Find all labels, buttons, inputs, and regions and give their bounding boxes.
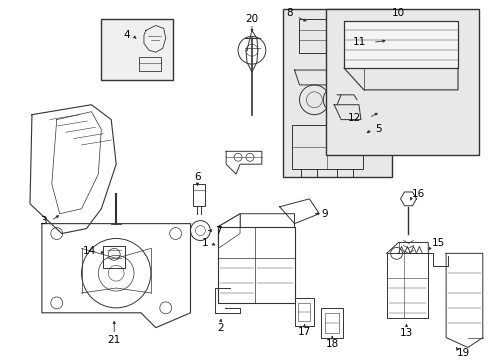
Text: 21: 21 (107, 334, 121, 345)
Bar (103, 246, 125, 268)
Text: 8: 8 (285, 8, 292, 18)
Text: 9: 9 (320, 209, 327, 219)
Bar (193, 184, 205, 206)
Text: 3: 3 (41, 216, 47, 226)
Bar (294, 298, 314, 326)
Bar (321, 308, 343, 338)
Bar (325, 9, 478, 155)
Text: 5: 5 (375, 125, 381, 135)
Bar (299, 18, 353, 53)
Bar (282, 9, 391, 177)
Text: 18: 18 (325, 338, 338, 348)
Bar (344, 21, 457, 68)
Text: 11: 11 (351, 37, 365, 47)
Bar (101, 18, 172, 80)
Text: 4: 4 (123, 30, 130, 40)
Text: 1: 1 (202, 238, 208, 248)
Text: 17: 17 (297, 327, 310, 337)
Text: 2: 2 (217, 323, 223, 333)
Bar (298, 303, 310, 321)
Text: 12: 12 (346, 113, 360, 123)
Text: 19: 19 (455, 348, 468, 359)
Bar (139, 57, 161, 71)
Text: 6: 6 (194, 172, 201, 182)
Text: 7: 7 (215, 226, 221, 235)
Text: 15: 15 (431, 238, 444, 248)
Bar (325, 313, 339, 333)
Text: 13: 13 (399, 328, 412, 338)
Bar (291, 125, 362, 169)
Text: 10: 10 (391, 8, 404, 18)
Text: 20: 20 (245, 14, 258, 23)
Text: 16: 16 (411, 189, 424, 199)
Text: 14: 14 (82, 246, 96, 256)
